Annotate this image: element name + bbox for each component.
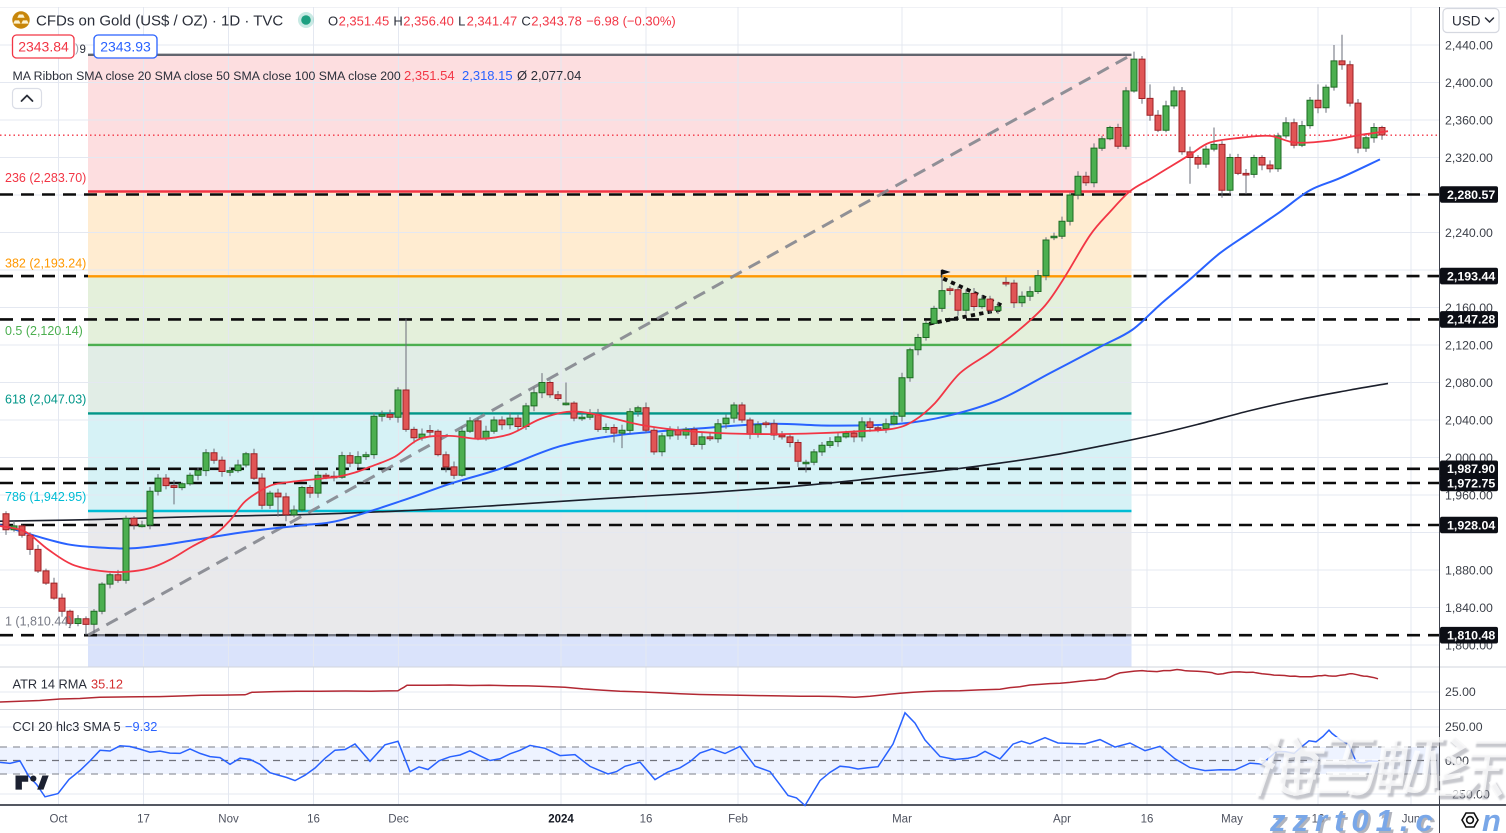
svg-text:1,810.48: 1,810.48: [1447, 629, 1495, 643]
svg-text:2,351.54: 2,351.54: [404, 68, 455, 83]
svg-text:ATR 14 RMA: ATR 14 RMA: [13, 677, 88, 692]
svg-text:Mar: Mar: [892, 814, 912, 826]
svg-text:n: n: [1482, 803, 1501, 833]
svg-text:0.5 (2,120.14): 0.5 (2,120.14): [5, 324, 83, 338]
svg-text:2,120.00: 2,120.00: [1445, 338, 1493, 352]
svg-text:USD: USD: [1452, 14, 1481, 29]
svg-text:Jun: Jun: [1402, 814, 1421, 826]
svg-text:1,987.90: 1,987.90: [1447, 462, 1495, 476]
svg-text:2,147.28: 2,147.28: [1447, 313, 1495, 327]
svg-text:2343.93: 2343.93: [100, 39, 151, 55]
svg-text:−9.32: −9.32: [125, 719, 157, 734]
svg-text:2,400.00: 2,400.00: [1445, 76, 1493, 90]
svg-text:2,040.00: 2,040.00: [1445, 413, 1493, 427]
svg-text:May: May: [1221, 814, 1243, 826]
svg-text:250.00: 250.00: [1445, 720, 1483, 734]
svg-text:618 (2,047.03): 618 (2,047.03): [5, 393, 86, 407]
svg-text:Feb: Feb: [728, 814, 748, 826]
svg-text:Nov: Nov: [218, 814, 239, 826]
svg-text:2,356.40: 2,356.40: [403, 14, 454, 29]
svg-text:1,928.04: 1,928.04: [1447, 518, 1495, 532]
svg-text:2,320.00: 2,320.00: [1445, 151, 1493, 165]
svg-text:382 (2,193.24): 382 (2,193.24): [5, 257, 86, 271]
svg-text:−6.98 (−0.30%): −6.98 (−0.30%): [586, 14, 676, 29]
svg-text:2,341.47: 2,341.47: [467, 14, 518, 29]
svg-text:MA Ribbon SMA close 20 SMA clo: MA Ribbon SMA close 20 SMA close 50 SMA …: [13, 69, 401, 83]
svg-text:2,318.15: 2,318.15: [462, 68, 513, 83]
svg-text:1,840.00: 1,840.00: [1445, 601, 1493, 615]
svg-text:Ø 2,077.04: Ø 2,077.04: [517, 68, 581, 83]
svg-text:35.12: 35.12: [91, 677, 123, 692]
svg-text:786 (1,942.95): 786 (1,942.95): [5, 490, 86, 504]
svg-text:9: 9: [80, 44, 86, 56]
svg-text:2,240.00: 2,240.00: [1445, 226, 1493, 240]
svg-text:CCI 20 hlc3 SMA 5: CCI 20 hlc3 SMA 5: [13, 719, 121, 734]
svg-text:25.00: 25.00: [1445, 685, 1476, 699]
svg-text:2,280.57: 2,280.57: [1447, 188, 1495, 202]
svg-text:236 (2,283.70): 236 (2,283.70): [5, 171, 86, 185]
svg-text:L: L: [458, 14, 465, 29]
svg-text:Oct: Oct: [50, 814, 69, 826]
svg-text:Apr: Apr: [1053, 814, 1071, 826]
svg-text:2024: 2024: [548, 814, 574, 826]
svg-text:1 (1,810.44): 1 (1,810.44): [5, 615, 72, 629]
svg-text:Dec: Dec: [388, 814, 409, 826]
svg-text:2,351.45: 2,351.45: [339, 14, 390, 29]
svg-text:16: 16: [1312, 814, 1325, 826]
svg-text:16: 16: [640, 814, 653, 826]
svg-text:2,080.00: 2,080.00: [1445, 376, 1493, 390]
svg-text:2,193.44: 2,193.44: [1447, 269, 1495, 283]
svg-text:C: C: [521, 14, 530, 29]
svg-text:1,880.00: 1,880.00: [1445, 563, 1493, 577]
svg-text:H: H: [393, 14, 402, 29]
svg-text:2343.84: 2343.84: [18, 39, 69, 55]
svg-text:zzrt01.c: zzrt01.c: [1269, 803, 1440, 833]
svg-text:16: 16: [1141, 814, 1154, 826]
svg-text:16: 16: [307, 814, 320, 826]
svg-text:2,343.78: 2,343.78: [531, 14, 582, 29]
svg-text:2,360.00: 2,360.00: [1445, 113, 1493, 127]
svg-text:zzrt01.c: zzrt01.c: [1272, 805, 1443, 833]
svg-text:O: O: [328, 14, 338, 29]
svg-text:1,960.00: 1,960.00: [1445, 488, 1493, 502]
svg-text:17: 17: [137, 814, 150, 826]
svg-text:CFDs on Gold (US$ / OZ) · 1D ·: CFDs on Gold (US$ / OZ) · 1D · TVC: [36, 13, 283, 30]
svg-text:): ): [75, 41, 79, 55]
svg-text:2,440.00: 2,440.00: [1445, 38, 1493, 52]
svg-text:1,972.75: 1,972.75: [1447, 476, 1495, 490]
